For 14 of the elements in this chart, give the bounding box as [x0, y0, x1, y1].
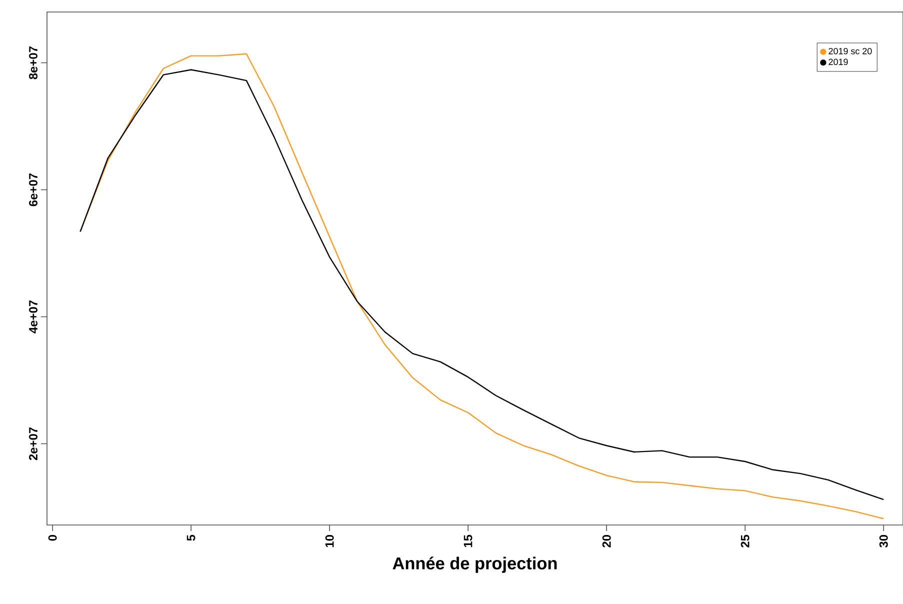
x-axis-title: Année de projection — [392, 556, 557, 573]
y-tick-label: 4e+07 — [29, 300, 38, 334]
x-tick-label: 25 — [740, 534, 750, 548]
legend-label: 2019 — [828, 58, 848, 66]
x-tick-label: 20 — [602, 535, 611, 548]
x-tick-label: 5 — [186, 534, 196, 541]
x-tick-label: 15 — [464, 534, 472, 548]
x-tick-label: 30 — [879, 535, 888, 548]
x-tick-label: 0 — [48, 535, 57, 541]
legend-label: 2019 sc 20 — [828, 48, 872, 54]
y-tick-label: 8e+07 — [29, 46, 38, 80]
y-tick-label: 6e+07 — [29, 174, 38, 206]
x-tick-label: 10 — [325, 535, 334, 548]
y-tick-label: 2e+07 — [29, 427, 38, 460]
